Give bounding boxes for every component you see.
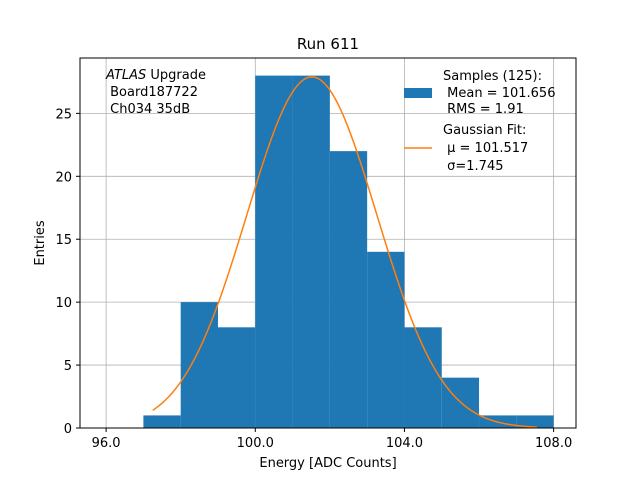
axis-ticks: 96.0 100.0 104.0 108.0 0 5 10 15 20 25 [55,107,572,451]
legend-samples-rms: RMS = 1.91 [443,102,524,117]
y-tick-label-0: 0 [64,422,72,437]
atlas-annotation: ATLAS Upgrade Board187722 Ch034 35dB [105,68,206,117]
legend-samples-mean: Mean = 101.656 [443,86,555,101]
plot-frame [79,57,577,429]
histogram-bar-10 [516,415,554,428]
y-tick-label-4: 20 [55,170,72,185]
y-tick-label-5: 25 [55,107,72,122]
histogram-bar-5 [329,151,368,428]
histogram-bar-4 [292,75,330,428]
legend-fit-mu: μ = 101.517 [443,141,528,156]
annotation-line-3: Ch034 35dB [106,102,190,117]
annotation-atlas: ATLAS [105,68,146,83]
y-tick-label-3: 15 [55,233,72,248]
gaussian-fit-line [152,76,537,428]
legend-fit-label: Gaussian Fit: [443,123,526,138]
x-tick-label-1: 100.0 [237,436,274,451]
histogram-bars [143,75,554,428]
histogram-bar-6 [367,251,405,428]
annotation-upgrade: Upgrade [146,68,206,83]
histogram-bar-3 [255,75,293,428]
histogram-bar-0 [143,415,181,428]
x-tick-label-3: 108.0 [535,436,572,451]
x-axis-label: Energy [ADC Counts] [259,456,396,471]
legend: Samples (125): Mean = 101.656 RMS = 1.91… [404,69,555,174]
legend-samples-swatch [404,88,432,98]
y-tick-label-2: 10 [55,296,72,311]
histogram-bar-1 [180,302,218,428]
chart-title: Run 611 [297,35,359,53]
annotation-line-1: ATLAS Upgrade [105,68,206,83]
legend-samples-label: Samples (125): [443,69,542,84]
histogram-bar-7 [404,327,442,428]
annotation-line-2: Board187722 [106,85,198,100]
y-axis-label: Entries [33,220,48,266]
y-tick-label-1: 5 [64,359,72,374]
histogram-bar-2 [217,327,256,428]
x-tick-label-2: 104.0 [386,436,423,451]
legend-fit-sigma: σ=1.745 [443,159,503,174]
x-tick-label-0: 96.0 [92,436,121,451]
